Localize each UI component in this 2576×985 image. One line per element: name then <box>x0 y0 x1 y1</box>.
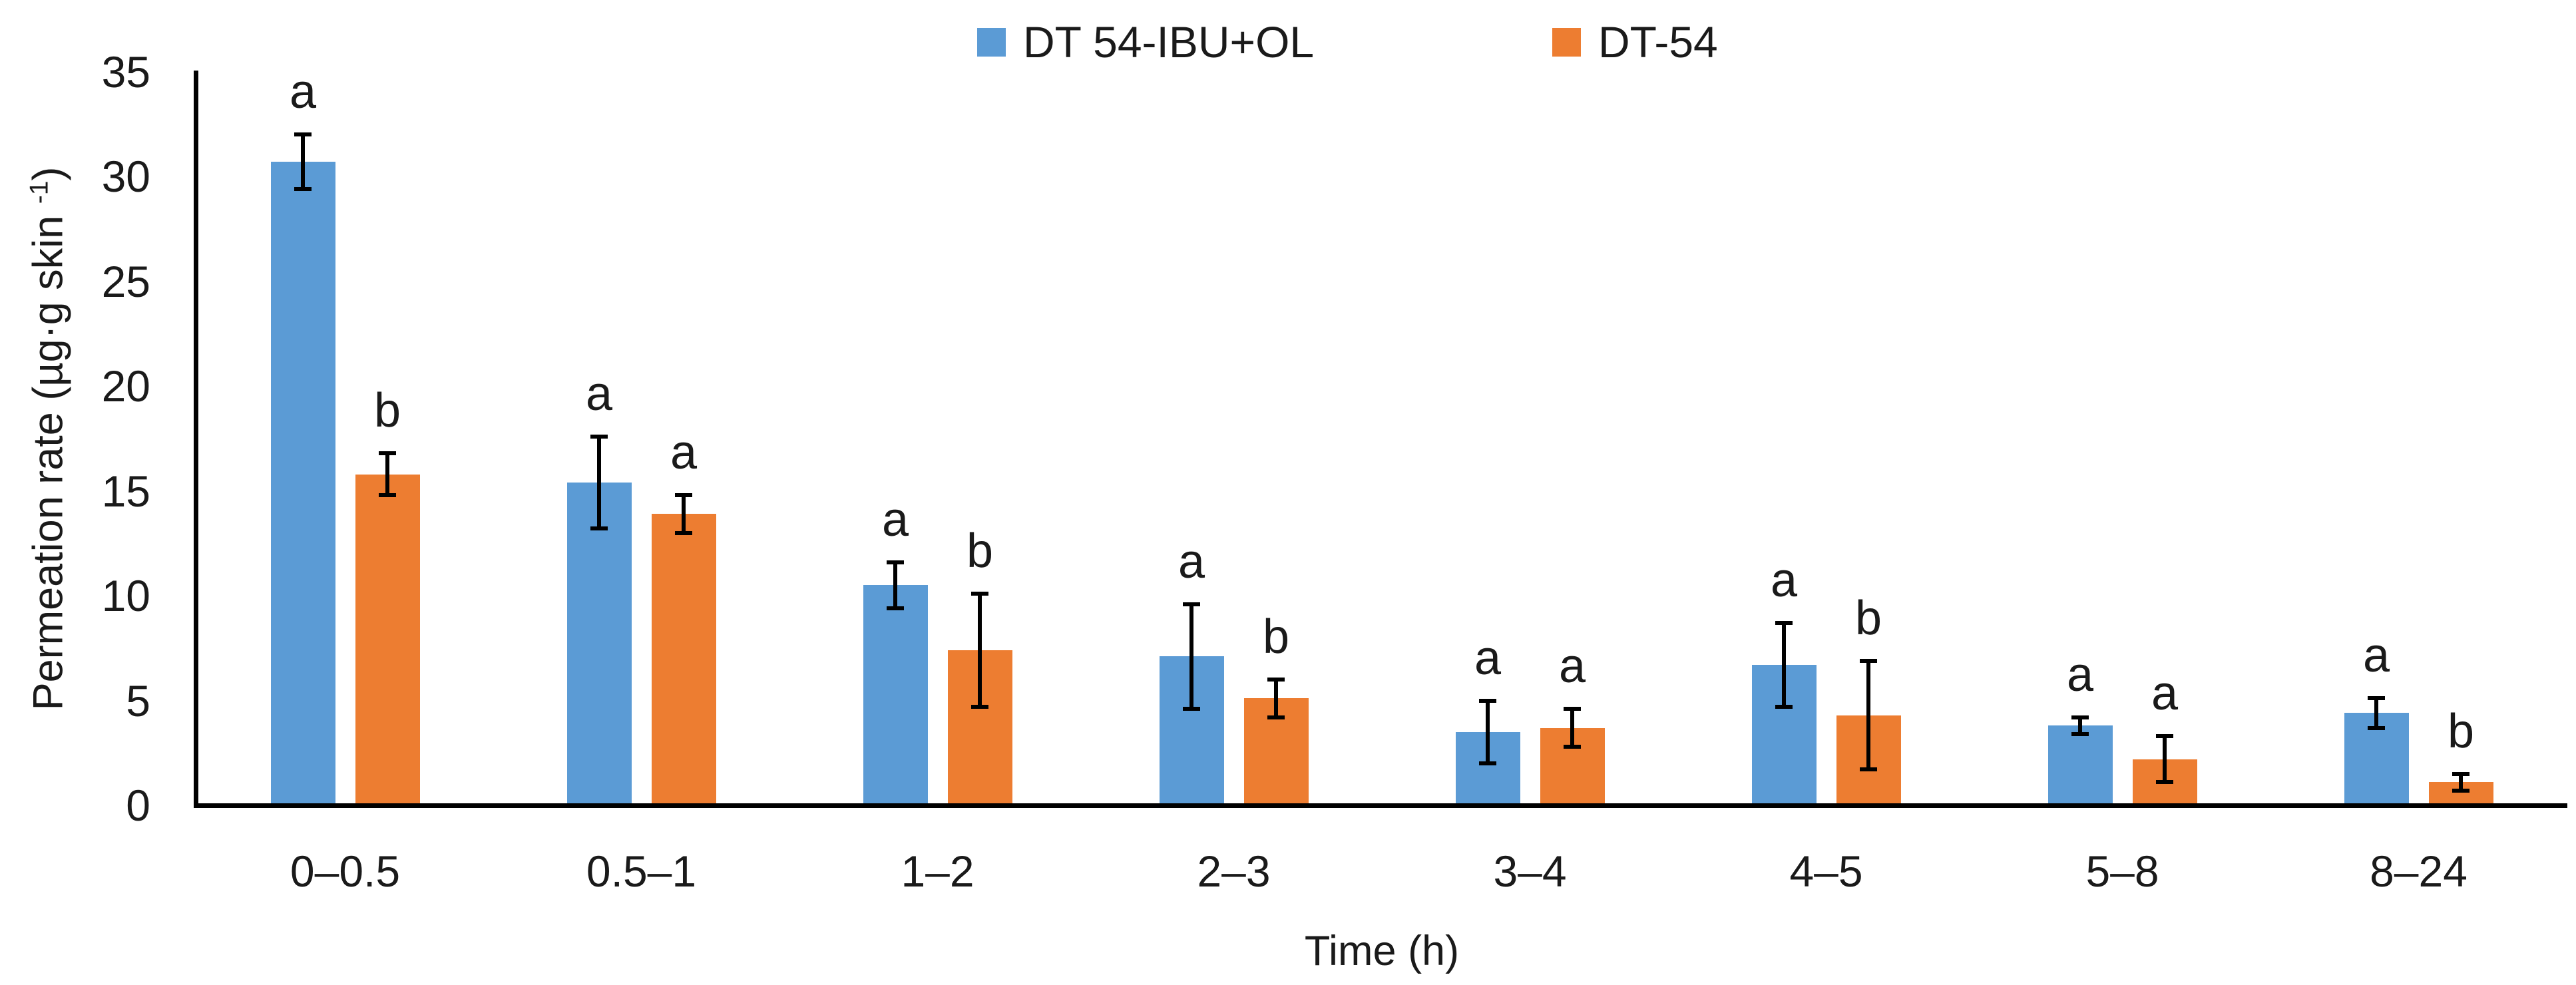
significance-letter: a <box>585 367 613 421</box>
x-tick-label: 0.5–1 <box>586 847 697 896</box>
error-bar-cap <box>1564 707 1581 711</box>
error-bar-whisker <box>2459 773 2463 791</box>
error-bar-cap <box>2452 788 2469 793</box>
significance-letter: a <box>289 65 317 119</box>
error-bar-whisker <box>597 436 601 529</box>
error-bar-cap <box>294 132 312 137</box>
y-tick-label: 25 <box>101 256 150 306</box>
significance-letter: a <box>1558 640 1586 693</box>
x-tick-label: 8–24 <box>2370 847 2468 896</box>
significance-letter: a <box>670 426 698 479</box>
error-bar-cap <box>1267 678 1285 682</box>
significance-letter: a <box>1178 534 1205 588</box>
y-tick-label: 0 <box>126 781 150 830</box>
significance-letter: a <box>1474 631 1502 685</box>
significance-letter: a <box>2362 629 2390 683</box>
error-bar-cap <box>1775 621 1793 626</box>
error-bar-cap <box>1183 602 1200 606</box>
error-bar-cap <box>2368 696 2385 701</box>
error-bar-cap <box>971 591 988 596</box>
error-bar-cap <box>294 187 312 192</box>
bar <box>863 585 928 805</box>
error-bar-whisker <box>1274 680 1278 717</box>
error-bar-cap <box>1564 744 1581 749</box>
error-bar-cap <box>2156 780 2173 785</box>
significance-letter: b <box>373 384 401 438</box>
x-axis-line <box>194 803 2567 808</box>
error-bar-cap <box>675 530 692 535</box>
y-axis-line <box>194 71 198 806</box>
legend-swatch-orange <box>1552 27 1581 57</box>
legend-item-dt54-ibu-ol: DT 54-IBU+OL <box>977 19 1314 65</box>
significance-letter: b <box>1854 591 1882 645</box>
significance-letter: b <box>966 524 994 578</box>
error-bar-whisker <box>301 134 305 190</box>
y-tick-label: 35 <box>101 47 150 97</box>
bar <box>355 474 420 805</box>
significance-letter: a <box>2151 667 2179 721</box>
bar <box>2047 725 2113 805</box>
legend-item-dt-54: DT-54 <box>1552 19 1718 65</box>
error-bar-whisker <box>2374 698 2378 728</box>
error-bar-whisker <box>2078 717 2082 734</box>
x-tick-label: 5–8 <box>2085 847 2159 896</box>
x-tick-label: 2–3 <box>1197 847 1271 896</box>
x-tick-label: 3–4 <box>1493 847 1567 896</box>
bar <box>566 483 632 805</box>
legend-label: DT-54 <box>1598 17 1718 67</box>
error-bar-cap <box>2452 771 2469 776</box>
error-bar-cap <box>590 526 608 531</box>
x-tick-label: 0–0.5 <box>290 847 401 896</box>
y-tick-label: 30 <box>101 152 150 202</box>
error-bar-cap <box>1775 705 1793 709</box>
bar <box>270 162 335 805</box>
x-tick-label: 4–5 <box>1789 847 1863 896</box>
y-tick-label: 20 <box>101 361 150 411</box>
significance-letter: b <box>1262 610 1290 664</box>
error-bar-whisker <box>1866 660 1870 770</box>
y-tick-label: 5 <box>126 676 150 725</box>
legend-swatch-blue <box>977 27 1006 57</box>
error-bar-cap <box>2071 731 2089 736</box>
y-tick-label: 15 <box>101 466 150 516</box>
error-bar-cap <box>1860 767 1877 772</box>
significance-letter: a <box>881 492 909 546</box>
error-bar-cap <box>379 451 396 456</box>
significance-letter: a <box>2066 648 2094 701</box>
error-bar-cap <box>1183 707 1200 711</box>
error-bar-whisker <box>1189 604 1193 709</box>
error-bar-whisker <box>1570 709 1574 747</box>
bar <box>651 514 716 805</box>
error-bar-cap <box>1479 698 1496 703</box>
y-axis-title: Permeation rate (µg·g skin -1) <box>25 166 72 711</box>
error-bar-cap <box>2156 734 2173 739</box>
error-bar-whisker <box>682 495 686 533</box>
error-bar-whisker <box>1782 623 1786 707</box>
error-bar-cap <box>1860 658 1877 663</box>
error-bar-cap <box>887 560 904 564</box>
error-bar-whisker <box>1486 700 1490 764</box>
error-bar-cap <box>887 606 904 611</box>
significance-letter: a <box>1770 554 1798 608</box>
error-bar-whisker <box>978 593 982 707</box>
error-bar-cap <box>675 493 692 497</box>
error-bar-cap <box>590 434 608 439</box>
error-bar-cap <box>1479 761 1496 766</box>
error-bar-cap <box>2071 715 2089 719</box>
y-tick-label: 10 <box>101 571 150 621</box>
significance-letter: b <box>2447 704 2475 758</box>
x-tick-label: 1–2 <box>901 847 974 896</box>
error-bar-cap <box>971 705 988 709</box>
legend-label: DT 54-IBU+OL <box>1023 17 1315 67</box>
error-bar-cap <box>379 493 396 497</box>
error-bar-whisker <box>2163 736 2167 783</box>
error-bar-whisker <box>385 453 389 495</box>
x-axis-title: Time (h) <box>1304 928 1460 974</box>
error-bar-cap <box>2368 725 2385 730</box>
error-bar-whisker <box>893 562 897 609</box>
error-bar-cap <box>1267 715 1285 719</box>
